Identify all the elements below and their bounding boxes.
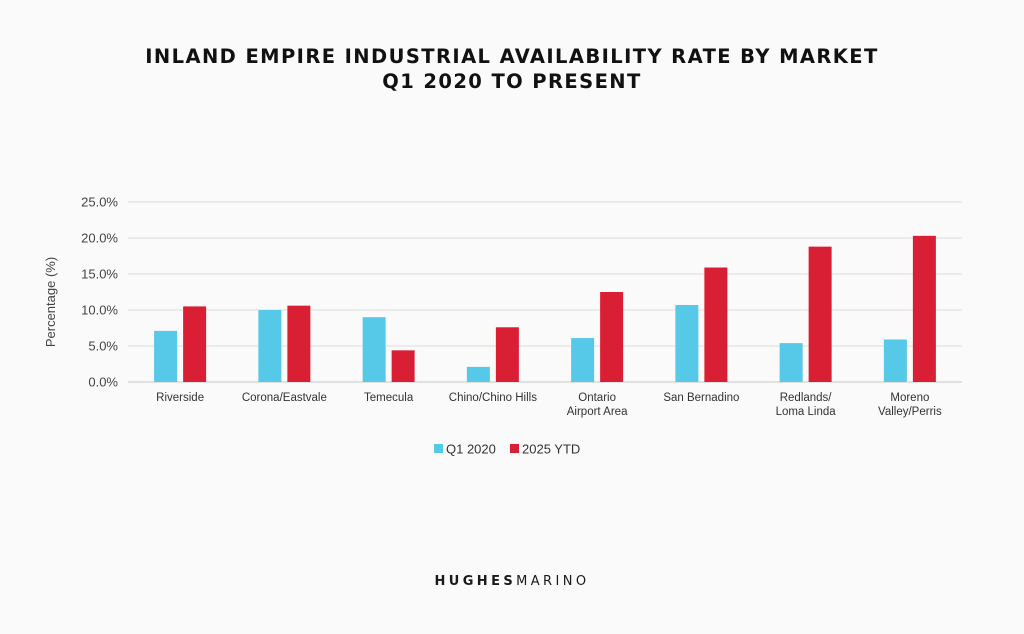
bar-q1-2020 — [779, 343, 803, 382]
y-tick-label: 15.0% — [81, 267, 118, 282]
x-tick-label: Valley/Perris — [878, 406, 942, 418]
x-tick-label: Loma Linda — [776, 406, 837, 418]
legend-label-2025-ytd: 2025 YTD — [522, 442, 580, 457]
bar-2025-ytd — [183, 306, 207, 382]
brand-logo-part1: HUGHES — [434, 574, 517, 589]
bar-2025-ytd — [391, 350, 415, 382]
bar-q1-2020 — [571, 338, 595, 382]
x-tick-label: Redlands/ — [780, 392, 833, 404]
x-tick-label: Corona/Eastvale — [242, 392, 327, 404]
legend-swatch-2025-ytd — [510, 444, 519, 453]
bar-q1-2020 — [362, 317, 386, 382]
legend-label-q1-2020: Q1 2020 — [446, 442, 496, 457]
x-tick-label: Riverside — [156, 392, 204, 404]
bar-2025-ytd — [600, 292, 624, 382]
bar-q1-2020 — [883, 339, 907, 382]
x-tick-label: San Bernadino — [663, 392, 739, 404]
bar-q1-2020 — [154, 330, 178, 382]
brand-logo-part2: MARINO — [516, 574, 590, 589]
bar-2025-ytd — [287, 305, 311, 382]
bar-q1-2020 — [258, 310, 282, 382]
bars — [154, 235, 936, 382]
brand-logo: HUGHESMARINO — [0, 574, 1024, 589]
y-axis-ticks: 0.0% 5.0% 10.0% 15.0% 20.0% 25.0% — [81, 195, 118, 390]
x-tick-label: Chino/Chino Hills — [449, 392, 537, 404]
y-tick-label: 20.0% — [81, 231, 118, 246]
bar-q1-2020 — [675, 304, 699, 382]
x-tick-label: Airport Area — [567, 406, 628, 418]
x-axis-ticks: Riverside Corona/Eastvale Temecula Chino/Ch… — [156, 392, 942, 418]
y-tick-label: 25.0% — [81, 195, 118, 210]
bar-2025-ytd — [495, 327, 519, 382]
legend-swatch-q1-2020 — [434, 444, 443, 453]
y-tick-label: 10.0% — [81, 303, 118, 318]
chart-title-block: INLAND EMPIRE INDUSTRIAL AVAILABILITY RA… — [0, 44, 1024, 94]
x-tick-label: Temecula — [364, 392, 414, 404]
bar-2025-ytd — [912, 235, 936, 382]
legend: Q1 2020 2025 YTD — [434, 442, 580, 457]
chart-title: INLAND EMPIRE INDUSTRIAL AVAILABILITY RA… — [145, 45, 879, 68]
x-tick-label: Ontario — [578, 392, 616, 404]
y-axis-label: Percentage (%) — [43, 257, 58, 347]
y-tick-label: 0.0% — [88, 375, 118, 390]
bar-2025-ytd — [808, 246, 832, 382]
gridlines — [128, 201, 962, 383]
bar-q1-2020 — [466, 366, 490, 382]
x-tick-label: Moreno — [890, 392, 929, 404]
bar-2025-ytd — [704, 267, 728, 382]
y-tick-label: 5.0% — [88, 339, 118, 354]
chart-subtitle: Q1 2020 TO PRESENT — [382, 70, 642, 93]
